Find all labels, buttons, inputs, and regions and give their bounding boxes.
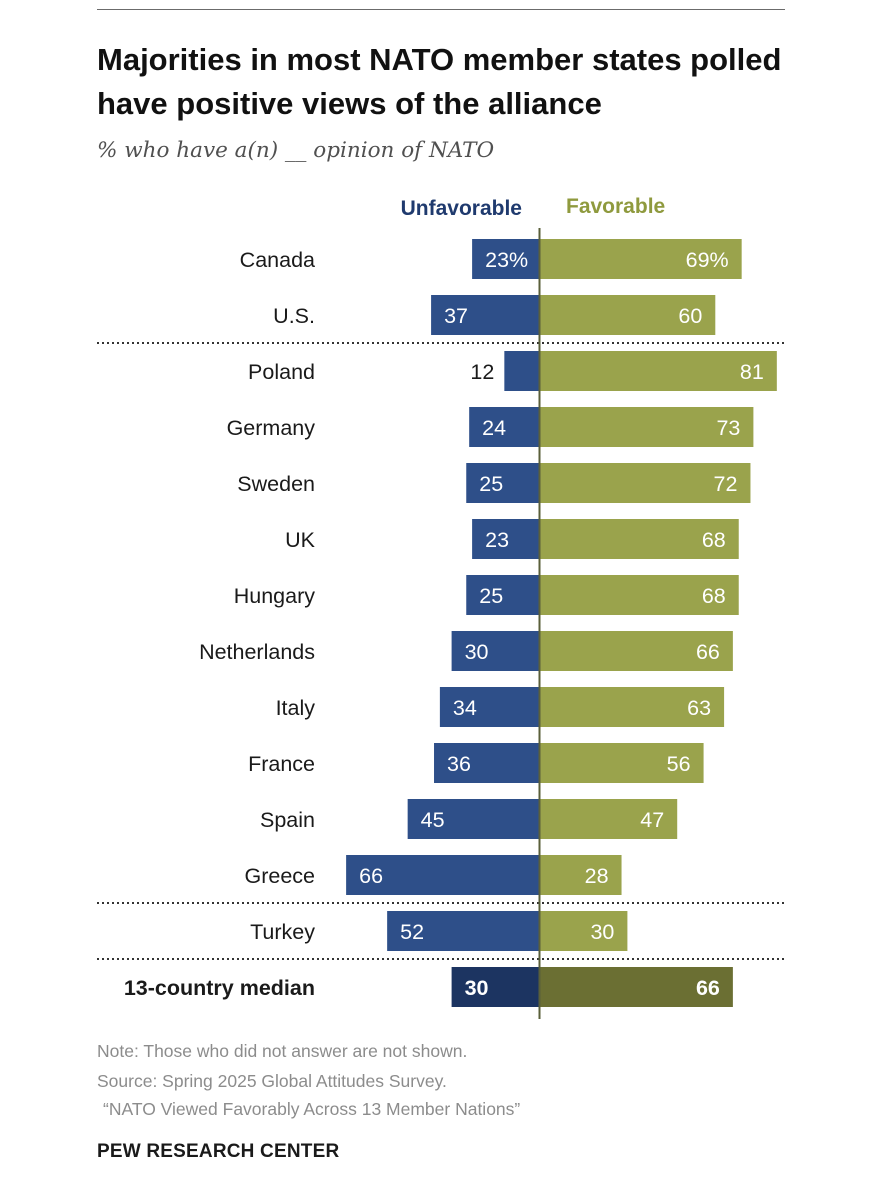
favorable-value-label: 68 [702, 528, 726, 552]
unfavorable-bar [469, 407, 540, 447]
unfavorable-value-label: 25 [479, 584, 503, 608]
unfavorable-value-label: 12 [470, 360, 494, 384]
favorable-bar [539, 743, 704, 783]
category-label: 13-country median [124, 976, 315, 1000]
favorable-value-label: 66 [696, 640, 720, 664]
category-label: France [248, 752, 315, 776]
category-label: Germany [227, 416, 316, 440]
favorable-bar [539, 407, 754, 447]
unfavorable-bar [451, 967, 540, 1007]
category-label: Hungary [234, 584, 316, 608]
favorable-bar [539, 967, 733, 1007]
unfavorable-bar [466, 463, 540, 503]
unfavorable-value-label: 30 [465, 640, 489, 664]
favorable-bar [539, 575, 739, 615]
footer-source: Source: Spring 2025 Global Attitudes Sur… [97, 1071, 447, 1091]
unfavorable-value-label: 45 [421, 808, 445, 832]
category-label: Spain [260, 808, 315, 832]
unfavorable-value-label: 66 [359, 864, 383, 888]
unfavorable-bar [346, 855, 540, 895]
unfavorable-value-label: 24 [482, 416, 506, 440]
favorable-value-label: 72 [714, 472, 738, 496]
favorable-bar [539, 519, 739, 559]
legend-favorable: Favorable [566, 195, 665, 218]
favorable-value-label: 56 [667, 752, 691, 776]
favorable-value-label: 68 [702, 584, 726, 608]
top-rule [97, 9, 785, 10]
favorable-value-label: 47 [640, 808, 664, 832]
favorable-bar [539, 351, 777, 391]
favorable-value-label: 73 [716, 416, 740, 440]
category-label: Italy [276, 696, 316, 720]
favorable-value-label: 63 [687, 696, 711, 720]
brand-name: PEW RESEARCH CENTER [97, 1141, 340, 1162]
category-label: Poland [248, 360, 315, 384]
category-label: Canada [240, 248, 315, 272]
chart-subtitle: % who have a(n) __ opinion of NATO [97, 138, 495, 163]
unfavorable-bar [451, 631, 540, 671]
chart-title: Majorities in most NATO member states po… [97, 42, 782, 121]
diverging-bar-chart: Unfavorable Favorable Canada 23% 69% U.S. 37 60… [97, 195, 785, 1019]
category-label: UK [285, 528, 316, 552]
legend-unfavorable: Unfavorable [401, 197, 522, 220]
category-label: Netherlands [199, 640, 315, 664]
category-label: Sweden [237, 472, 315, 496]
category-label: Turkey [250, 920, 315, 944]
category-label: U.S. [273, 304, 315, 328]
unfavorable-value-label: 34 [453, 696, 477, 720]
favorable-bar [539, 631, 733, 671]
unfavorable-bar [431, 295, 540, 335]
unfavorable-value-label: 30 [465, 976, 489, 1000]
favorable-value-label: 30 [590, 920, 614, 944]
unfavorable-value-label: 36 [447, 752, 471, 776]
unfavorable-bar [407, 799, 540, 839]
favorable-bar [539, 463, 751, 503]
unfavorable-bar [466, 575, 540, 615]
unfavorable-value-label: 52 [400, 920, 424, 944]
unfavorable-value-label: 37 [444, 304, 468, 328]
favorable-bar [539, 799, 678, 839]
favorable-bar [539, 687, 725, 727]
unfavorable-bar [504, 351, 540, 391]
unfavorable-bar [439, 687, 540, 727]
favorable-bar [539, 295, 716, 335]
category-label: Greece [244, 864, 315, 888]
favorable-bar [539, 855, 622, 895]
favorable-value-label: 69% [686, 248, 729, 272]
unfavorable-bar [472, 239, 540, 279]
favorable-value-label: 66 [696, 976, 720, 1000]
unfavorable-value-label: 25 [479, 472, 503, 496]
favorable-bar [539, 239, 742, 279]
footer-note: Note: Those who did not answer are not s… [97, 1041, 468, 1061]
favorable-value-label: 60 [678, 304, 702, 328]
footer-report-title: “NATO Viewed Favorably Across 13 Member … [103, 1099, 521, 1119]
unfavorable-bar [387, 911, 540, 951]
unfavorable-value-label: 23% [485, 248, 528, 272]
favorable-value-label: 28 [585, 864, 609, 888]
unfavorable-bar [434, 743, 540, 783]
favorable-bar [539, 911, 628, 951]
unfavorable-bar [472, 519, 540, 559]
favorable-value-label: 81 [740, 360, 764, 384]
unfavorable-value-label: 23 [485, 528, 509, 552]
